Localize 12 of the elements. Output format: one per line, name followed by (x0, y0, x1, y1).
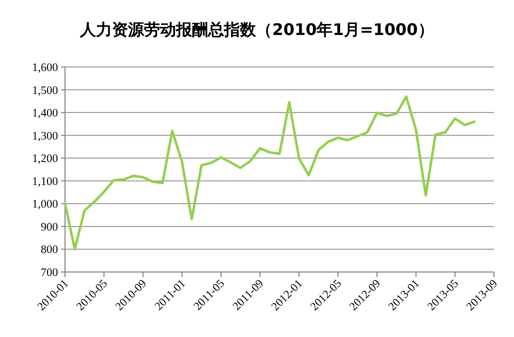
y-tick-label: 1,600 (32, 62, 58, 74)
line-series (64, 95, 476, 250)
y-tick-label: 1,000 (32, 198, 58, 211)
y-tick-label: 1,100 (32, 176, 58, 188)
y-tick-label: 800 (40, 244, 58, 256)
y-tick-label: 1,200 (32, 153, 58, 166)
chart-title: 人力资源劳动报酬总指数（2010年1月=1000） (79, 20, 434, 39)
y-tick-label: 900 (40, 221, 58, 234)
y-tick-label: 1,400 (32, 108, 58, 120)
y-tick-label: 700 (40, 267, 58, 279)
y-tick-label: 1,300 (32, 130, 58, 142)
y-tick-label: 1,500 (32, 84, 58, 97)
